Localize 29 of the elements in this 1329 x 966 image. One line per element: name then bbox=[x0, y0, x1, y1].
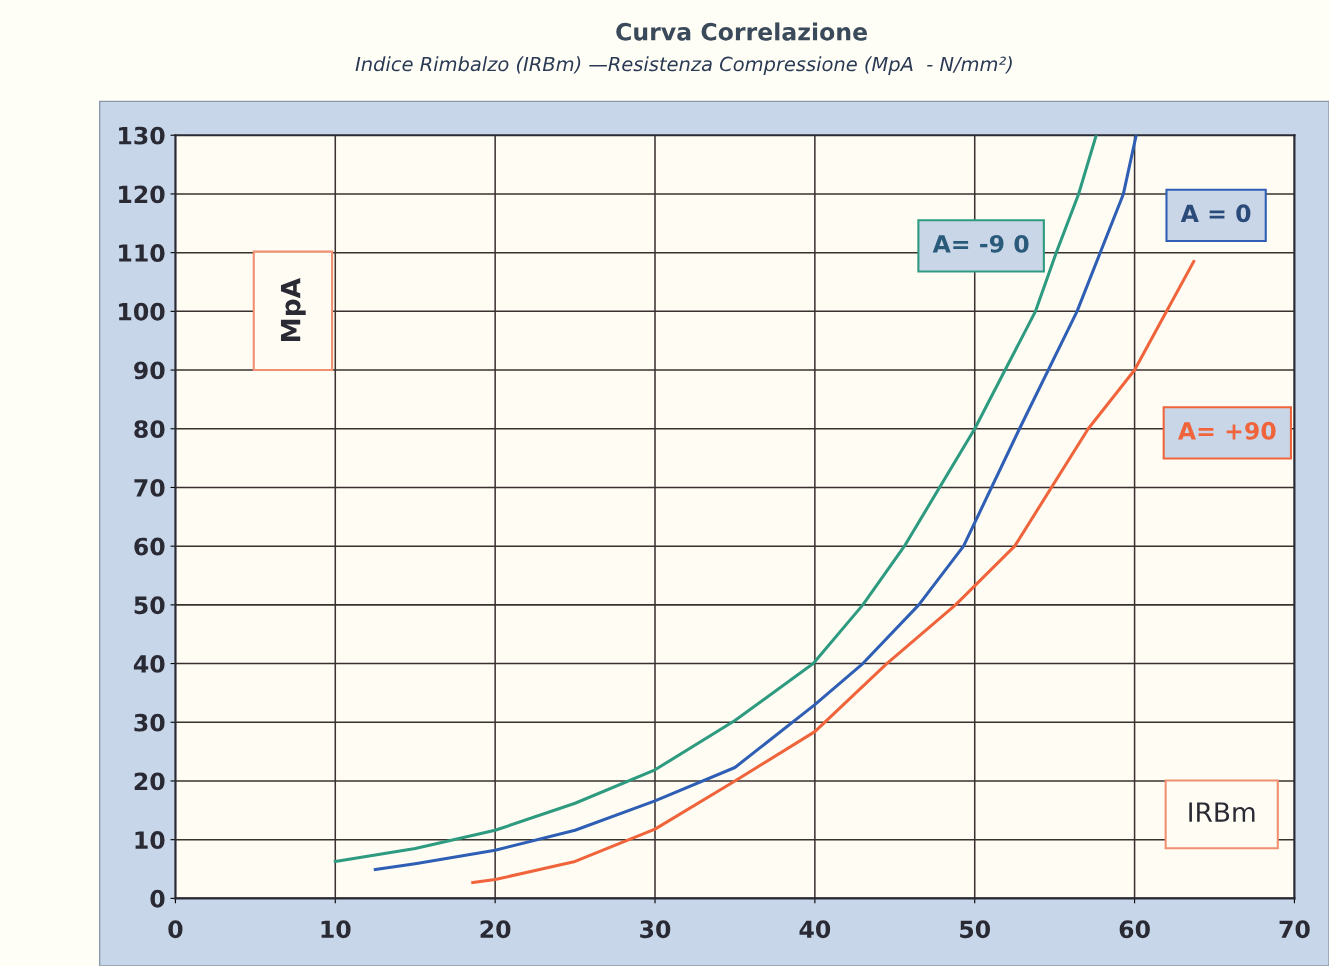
x-tick-label: 30 bbox=[640, 920, 671, 939]
y-tick-label: 100 bbox=[119, 302, 165, 321]
x-tick-label: 50 bbox=[960, 920, 991, 939]
y-tick-label: 0 bbox=[150, 889, 165, 908]
y-tick-label: 70 bbox=[134, 478, 165, 497]
chart-subtitle: Indice Rimbalzo (IRBm) —Resistenza Compressione (MpA - N/mm²) bbox=[355, 56, 1012, 76]
y-axis-title: MpA bbox=[280, 278, 306, 342]
y-tick-label: 10 bbox=[135, 831, 165, 849]
y-tick-label: 40 bbox=[133, 655, 165, 673]
y-tick-label: 50 bbox=[134, 596, 165, 615]
series-label: A= -9 0 bbox=[932, 234, 1029, 253]
x-axis-title: IRBm bbox=[1189, 802, 1255, 822]
y-tick-label: 20 bbox=[134, 772, 165, 791]
x-tick-label: 70 bbox=[1279, 920, 1310, 939]
y-tick-label: 130 bbox=[119, 126, 165, 145]
x-tick-label: 40 bbox=[799, 920, 831, 939]
x-tick-label: 10 bbox=[321, 920, 351, 939]
text: A = 0 bbox=[1180, 204, 1251, 223]
text: A= +90 bbox=[1177, 421, 1276, 440]
x-tick-label: 20 bbox=[480, 920, 511, 939]
y-tick-label: 110 bbox=[119, 244, 165, 262]
y-tick-label: 90 bbox=[134, 361, 165, 380]
y-tick-label: 60 bbox=[134, 537, 165, 556]
chart-title: Curva Correlazione bbox=[616, 22, 867, 41]
x-tick-label: 0 bbox=[168, 920, 183, 939]
y-tick-label: 30 bbox=[134, 713, 165, 732]
y-tick-label: 80 bbox=[134, 420, 165, 439]
x-tick-label: 60 bbox=[1119, 920, 1150, 939]
y-tick-label: 120 bbox=[119, 185, 165, 204]
